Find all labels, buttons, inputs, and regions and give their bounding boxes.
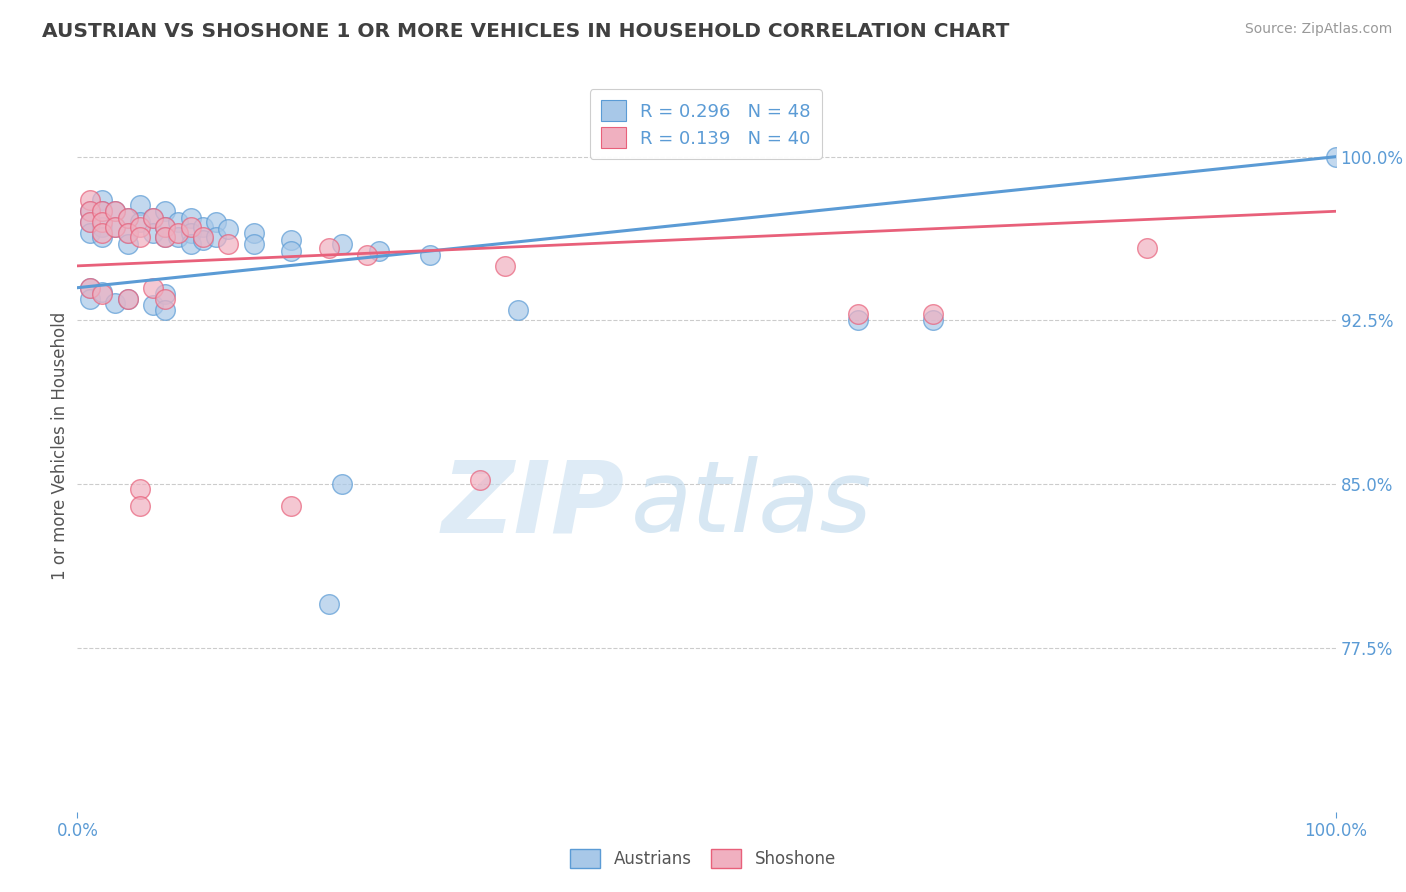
Point xyxy=(1136,241,1159,255)
Point xyxy=(280,499,302,513)
Point xyxy=(155,230,177,244)
Point xyxy=(91,285,114,299)
Point xyxy=(142,211,165,225)
Point xyxy=(1324,150,1347,164)
Point xyxy=(91,204,114,219)
Point xyxy=(129,219,152,234)
Point xyxy=(180,211,202,225)
Point xyxy=(167,215,190,229)
Point xyxy=(191,219,215,234)
Point xyxy=(91,287,114,301)
Point xyxy=(155,219,177,234)
Point xyxy=(79,292,101,306)
Point xyxy=(242,237,264,252)
Point xyxy=(191,230,215,244)
Point xyxy=(922,313,945,327)
Point xyxy=(117,226,139,240)
Point xyxy=(91,230,114,244)
Point xyxy=(155,292,177,306)
Point xyxy=(155,219,177,234)
Point xyxy=(117,226,139,240)
Point xyxy=(155,204,177,219)
Point xyxy=(91,226,114,240)
Point xyxy=(180,219,202,234)
Text: ZIP: ZIP xyxy=(441,456,624,553)
Point xyxy=(79,281,101,295)
Point xyxy=(79,215,101,229)
Point xyxy=(217,237,239,252)
Text: Source: ZipAtlas.com: Source: ZipAtlas.com xyxy=(1244,22,1392,37)
Point xyxy=(79,215,101,229)
Point xyxy=(79,204,101,219)
Point xyxy=(79,226,101,240)
Point xyxy=(180,226,202,240)
Point xyxy=(79,281,101,295)
Point xyxy=(129,482,152,496)
Point xyxy=(142,211,165,225)
Point xyxy=(91,204,114,219)
Point xyxy=(204,215,226,229)
Point xyxy=(117,211,139,225)
Point xyxy=(922,307,945,321)
Point xyxy=(155,287,177,301)
Point xyxy=(167,226,190,240)
Point xyxy=(91,219,114,234)
Point xyxy=(468,473,491,487)
Point xyxy=(117,292,139,306)
Point xyxy=(142,226,165,240)
Point xyxy=(129,230,152,244)
Point xyxy=(129,499,152,513)
Point xyxy=(368,244,391,258)
Point xyxy=(129,215,152,229)
Point xyxy=(280,244,302,258)
Point xyxy=(167,230,190,244)
Point xyxy=(117,237,139,252)
Point xyxy=(419,248,441,262)
Point xyxy=(494,259,516,273)
Point xyxy=(242,226,264,240)
Point xyxy=(330,477,353,491)
Point xyxy=(356,248,378,262)
Legend: R = 0.296   N = 48, R = 0.139   N = 40: R = 0.296 N = 48, R = 0.139 N = 40 xyxy=(589,89,821,159)
Point xyxy=(155,302,177,317)
Point xyxy=(142,281,165,295)
Point xyxy=(318,241,340,255)
Point xyxy=(91,194,114,208)
Point xyxy=(91,215,114,229)
Point xyxy=(191,233,215,247)
Point xyxy=(104,219,127,234)
Point xyxy=(117,211,139,225)
Point xyxy=(846,313,869,327)
Point xyxy=(280,233,302,247)
Point xyxy=(79,194,101,208)
Point xyxy=(104,219,127,234)
Y-axis label: 1 or more Vehicles in Household: 1 or more Vehicles in Household xyxy=(51,312,69,580)
Point xyxy=(104,204,127,219)
Point xyxy=(104,296,127,310)
Point xyxy=(204,230,226,244)
Point xyxy=(142,298,165,312)
Point xyxy=(180,237,202,252)
Point xyxy=(217,221,239,235)
Point xyxy=(506,302,529,317)
Point xyxy=(155,230,177,244)
Point xyxy=(79,204,101,219)
Point xyxy=(318,597,340,611)
Point xyxy=(117,292,139,306)
Point xyxy=(846,307,869,321)
Legend: Austrians, Shoshone: Austrians, Shoshone xyxy=(564,842,842,875)
Point xyxy=(330,237,353,252)
Point xyxy=(104,204,127,219)
Text: atlas: atlas xyxy=(631,456,873,553)
Point xyxy=(129,198,152,212)
Text: AUSTRIAN VS SHOSHONE 1 OR MORE VEHICLES IN HOUSEHOLD CORRELATION CHART: AUSTRIAN VS SHOSHONE 1 OR MORE VEHICLES … xyxy=(42,22,1010,41)
